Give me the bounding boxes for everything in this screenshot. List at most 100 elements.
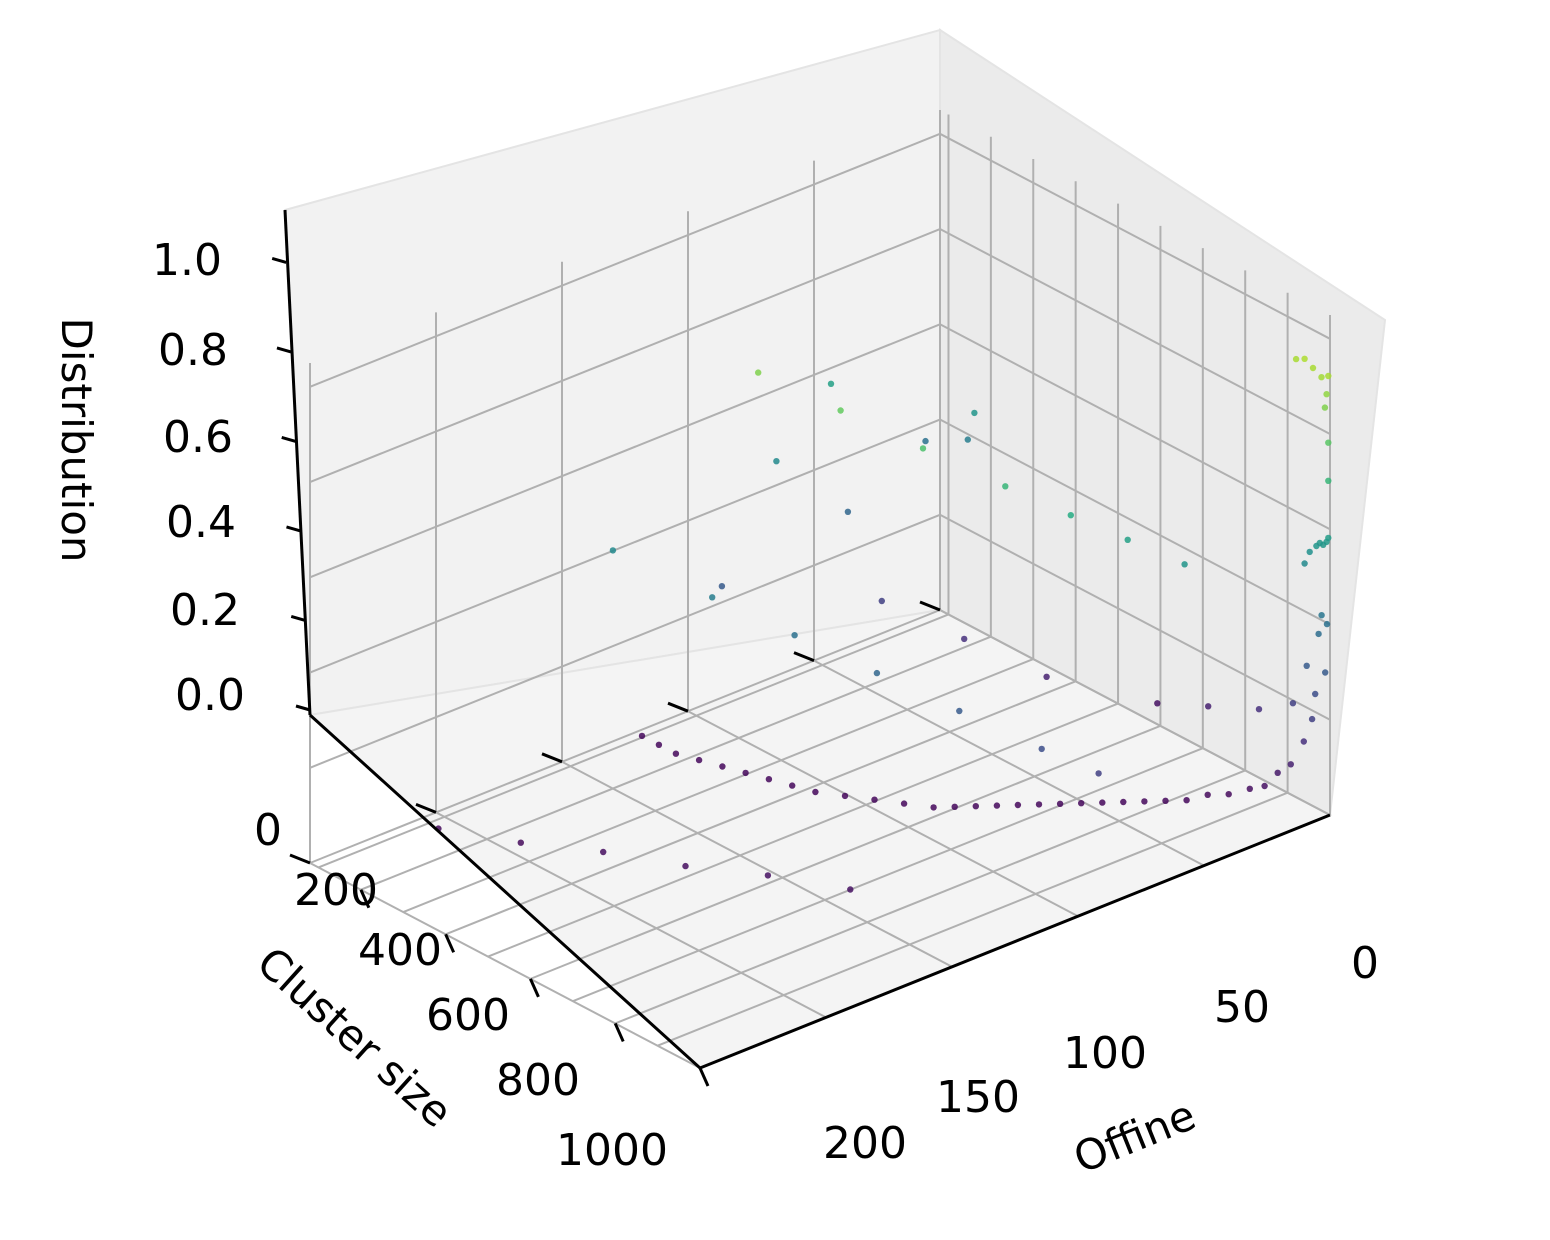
x-tick-label-0: 0: [1351, 938, 1379, 989]
y-tick-0: [919, 600, 941, 612]
data-point-0-1: [1318, 374, 1325, 381]
floor-grid-line-x-175: [402, 658, 1034, 913]
data-point-0-22: [1287, 761, 1295, 768]
data-point-0-23: [1274, 769, 1281, 776]
data-point-0-79: [1043, 673, 1050, 680]
data-point-0-18: [1318, 612, 1325, 619]
right-wall-grid-line-z-1: [939, 132, 1331, 340]
floor-grid-line-y-1000: [309, 862, 701, 1069]
data-point-0-53: [847, 886, 854, 893]
data-point-0-0: [1325, 372, 1332, 380]
x-tick-200: [359, 889, 371, 909]
data-point-0-59: [1095, 770, 1102, 777]
data-point-0-82: [844, 508, 852, 515]
floor-grid-line-y-600: [561, 760, 953, 968]
right-wall-grid-line-z-0: [939, 609, 1331, 816]
data-point-0-67: [1124, 536, 1131, 543]
floor-grid-line-x-125: [487, 702, 1119, 958]
data-point-0-78: [1312, 690, 1319, 698]
data-point-0-83: [922, 437, 929, 445]
x-tick-label-3: 150: [936, 1072, 1020, 1123]
data-point-0-46: [765, 776, 773, 783]
data-point-0-65: [609, 547, 617, 554]
left-wall-grid-line-z-0.4: [309, 418, 941, 674]
floor-grid-line-x-75: [572, 747, 1204, 1003]
z-tick-labels: 0.0 0.2 0.4 0.6 0.8 1.0: [152, 235, 245, 721]
data-point-0-71: [837, 407, 844, 414]
data-point-0-42: [871, 796, 878, 803]
data-point-0-61: [956, 707, 963, 715]
data-point-0-27: [1204, 791, 1211, 798]
y-tick-label-2: 400: [358, 925, 442, 976]
data-point-0-85: [971, 409, 978, 417]
y-tick-labels: 0 200 400 600 800 1000: [254, 805, 668, 1176]
data-point-0-66: [1181, 561, 1188, 568]
z-tick-1: [271, 256, 287, 264]
y-tick-800: [415, 803, 437, 814]
y-tick-label-4: 800: [496, 1055, 580, 1106]
data-point-0-45: [789, 782, 796, 789]
data-point-0-38: [972, 803, 979, 810]
data-point-0-76: [1289, 700, 1297, 707]
data-point-0-15: [1301, 560, 1308, 567]
data-point-0-25: [1246, 785, 1254, 792]
y-tick-label-0: 0: [254, 805, 282, 856]
floor-grid-line-x-225: [318, 613, 949, 869]
data-point-0-24: [1261, 782, 1268, 790]
data-point-0-62: [873, 669, 881, 677]
y-tick-label-5: 1000: [556, 1125, 668, 1176]
right-wall-grid-line-z-0.8: [939, 228, 1331, 435]
chart-panes: [283, 28, 1387, 1070]
data-point-0-26: [1225, 791, 1232, 798]
data-point-0-37: [993, 802, 1001, 809]
data-point-0-64: [709, 594, 716, 601]
y-tick-label-3: 600: [426, 990, 510, 1041]
data-point-0-57: [517, 839, 524, 846]
data-point-0-84: [964, 436, 971, 443]
data-point-0-41: [900, 800, 908, 807]
data-point-0-32: [1099, 799, 1106, 806]
left-wall-grid-line-z-1: [309, 132, 941, 388]
left-wall-grid-line-z-0.2: [309, 513, 941, 769]
x-tick-0: [698, 1067, 710, 1087]
left-wall-grid-line-z-0: [309, 609, 941, 864]
data-point-0-28: [1183, 797, 1190, 804]
left-wall-grid-line-z-0.6: [309, 323, 941, 579]
data-point-0-52: [638, 732, 646, 740]
floor-grid-line-x-150: [445, 680, 1077, 936]
left-pane: [283, 28, 941, 717]
ticks: [271, 256, 941, 1087]
data-point-0-68: [1067, 512, 1075, 519]
floor-grid-line-y-400: [687, 710, 1079, 918]
z-tick-0.4: [286, 525, 301, 533]
z-tick-0.8: [276, 346, 292, 354]
z-tick-0.2: [290, 615, 306, 622]
floor-grid-line-x-50: [614, 769, 1246, 1025]
data-point-0-36: [1014, 801, 1022, 809]
data-point-0-70: [919, 445, 927, 452]
y-tick-label-1: 200: [294, 865, 378, 916]
data-point-0-13: [1313, 542, 1320, 550]
data-point-0-73: [1154, 700, 1161, 707]
data-point-0-86: [827, 380, 835, 387]
x-tick-150: [444, 933, 456, 953]
data-point-0-4: [1292, 355, 1300, 363]
right-wall-grid-line-z-0.2: [939, 513, 1331, 721]
data-point-0-80: [961, 635, 968, 643]
floor-grid-line-x-100: [530, 724, 1161, 980]
data-point-0-75: [1255, 706, 1263, 713]
data-point-0-5: [1323, 391, 1330, 398]
data-point-0-40: [930, 804, 937, 811]
data-point-0-3: [1301, 355, 1308, 362]
data-point-0-49: [695, 756, 703, 764]
floor-grid-line-y-200: [813, 659, 1205, 867]
data-point-0-8: [1325, 477, 1332, 484]
z-tick-label-1: 0.2: [170, 585, 240, 636]
data-point-0-60: [1038, 745, 1045, 753]
data-point-0-55: [682, 862, 689, 870]
z-tick-label-3: 0.6: [163, 412, 233, 463]
data-point-0-20: [1308, 715, 1316, 723]
x-tick-label-2: 100: [1063, 1028, 1147, 1079]
data-point-0-69: [1002, 483, 1009, 490]
data-point-0-17: [1322, 669, 1329, 676]
